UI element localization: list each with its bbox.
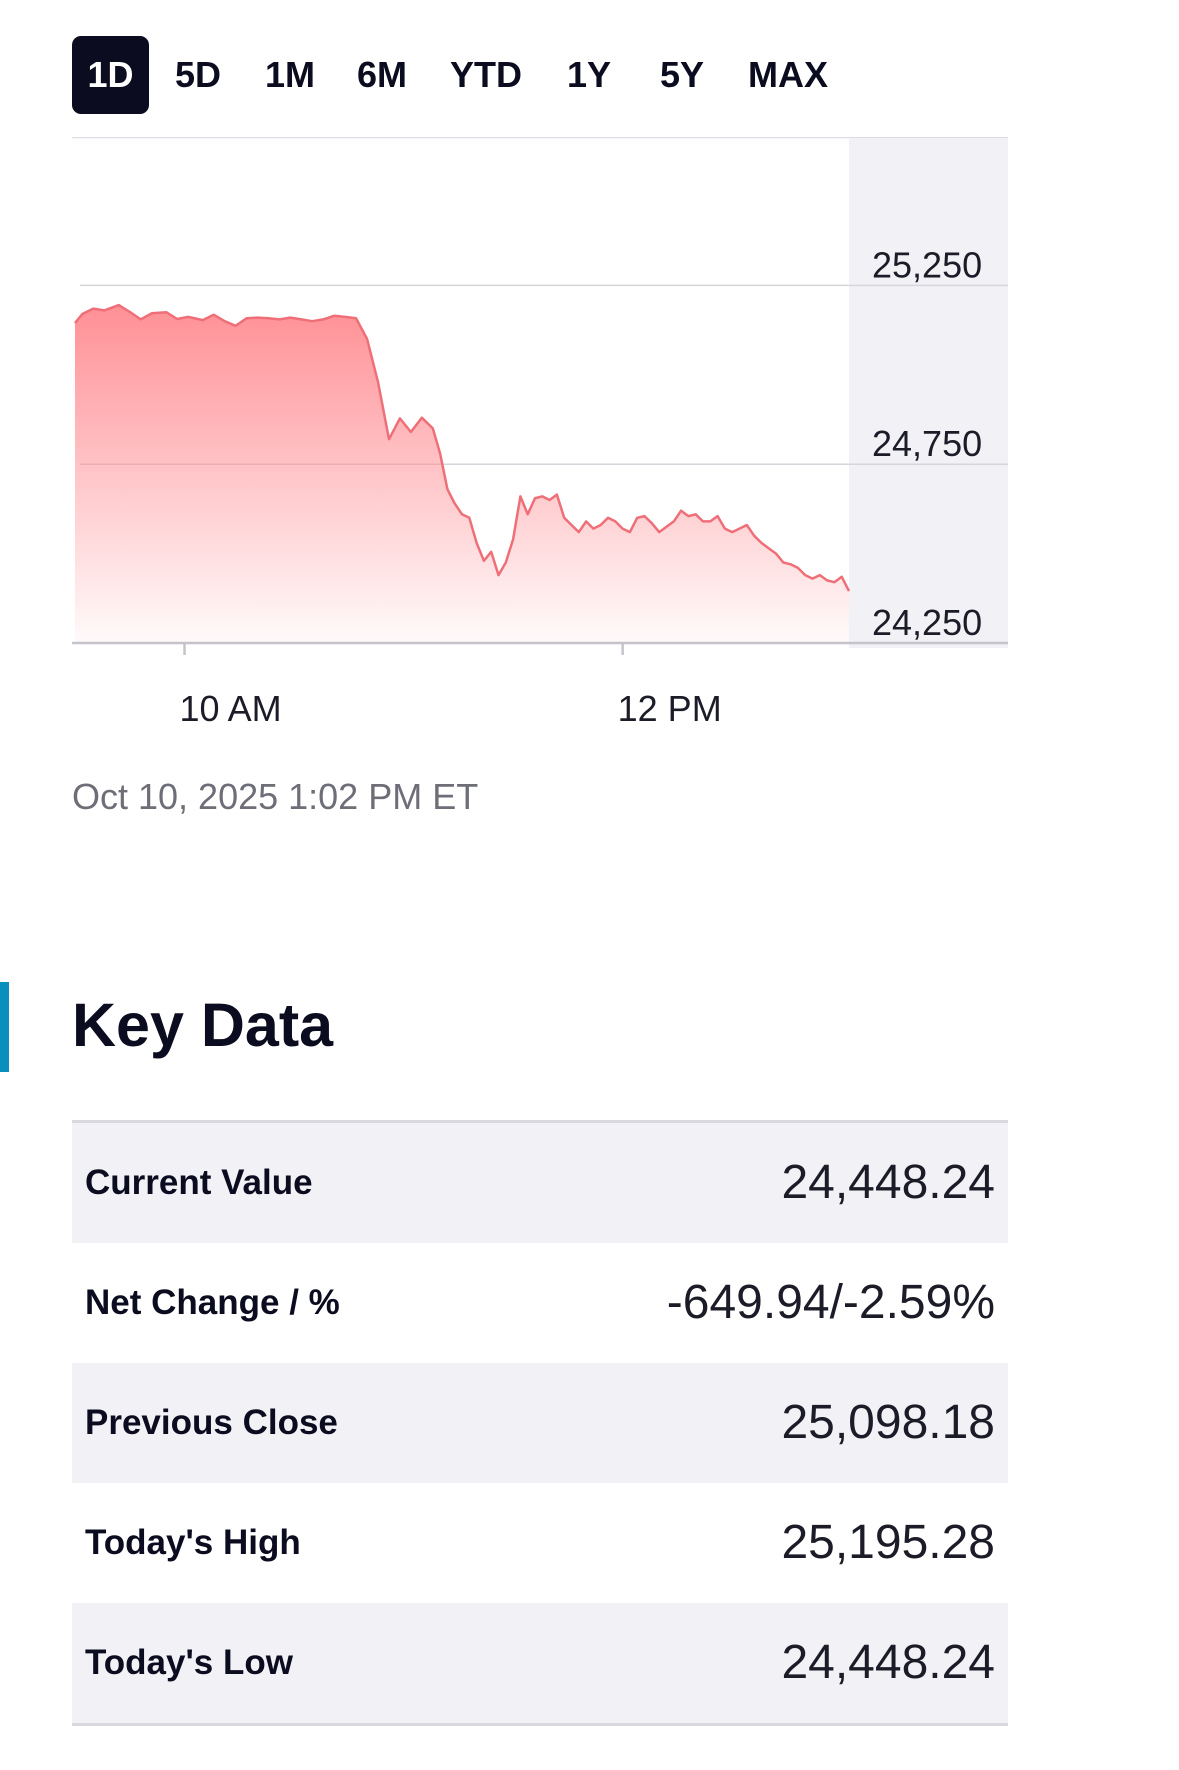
tab-6m[interactable]: 6M — [356, 54, 407, 95]
tab-1y[interactable]: 1Y — [566, 54, 612, 95]
key-data-row-todays-high: Today's High 25,195.28 — [72, 1483, 1008, 1603]
tab-max[interactable]: MAX — [748, 54, 828, 95]
price-line — [74, 303, 851, 592]
row-label: Previous Close — [85, 1403, 338, 1442]
y-tick-label: 24,250 — [872, 602, 982, 643]
row-label: Today's Low — [85, 1643, 293, 1682]
x-tick-label: 12 PM — [618, 688, 722, 729]
tab-5y[interactable]: 5Y — [659, 54, 705, 95]
row-value: -649.94/-2.59% — [666, 1276, 995, 1329]
section-accent-bar — [0, 982, 9, 1072]
price-chart-svg: 25,250 24,750 24,250 10 AM 12 PM — [72, 137, 1008, 729]
tab-1d[interactable]: 1D — [72, 36, 149, 114]
row-label: Net Change / % — [85, 1283, 340, 1322]
y-tick-label: 24,750 — [872, 423, 982, 464]
price-chart[interactable]: 25,250 24,750 24,250 10 AM 12 PM — [72, 137, 1008, 737]
key-data-row-current-value: Current Value 24,448.24 — [72, 1123, 1008, 1243]
key-data-title: Key Data — [72, 991, 334, 1059]
key-data-row-net-change: Net Change / % -649.94/-2.59% — [72, 1243, 1008, 1363]
x-tick-label: 10 AM — [180, 688, 282, 729]
y-tick-label: 25,250 — [872, 244, 982, 285]
price-area — [75, 305, 849, 643]
tab-ytd[interactable]: YTD — [450, 54, 522, 95]
row-value: 25,195.28 — [781, 1516, 995, 1569]
key-data-row-todays-low: Today's Low 24,448.24 — [72, 1603, 1008, 1723]
row-value: 24,448.24 — [781, 1156, 995, 1209]
row-label: Today's High — [85, 1523, 301, 1562]
key-data-row-previous-close: Previous Close 25,098.18 — [72, 1363, 1008, 1483]
tab-1m[interactable]: 1M — [264, 54, 315, 95]
y-axis-panel — [849, 138, 1008, 648]
row-value: 25,098.18 — [781, 1396, 995, 1449]
row-label: Current Value — [85, 1163, 313, 1202]
row-value: 24,448.24 — [781, 1636, 995, 1689]
tab-5d[interactable]: 5D — [174, 54, 222, 95]
chart-timestamp: Oct 10, 2025 1:02 PM ET — [72, 776, 479, 817]
key-data-table: Current Value 24,448.24 Net Change / % -… — [72, 1120, 1008, 1726]
